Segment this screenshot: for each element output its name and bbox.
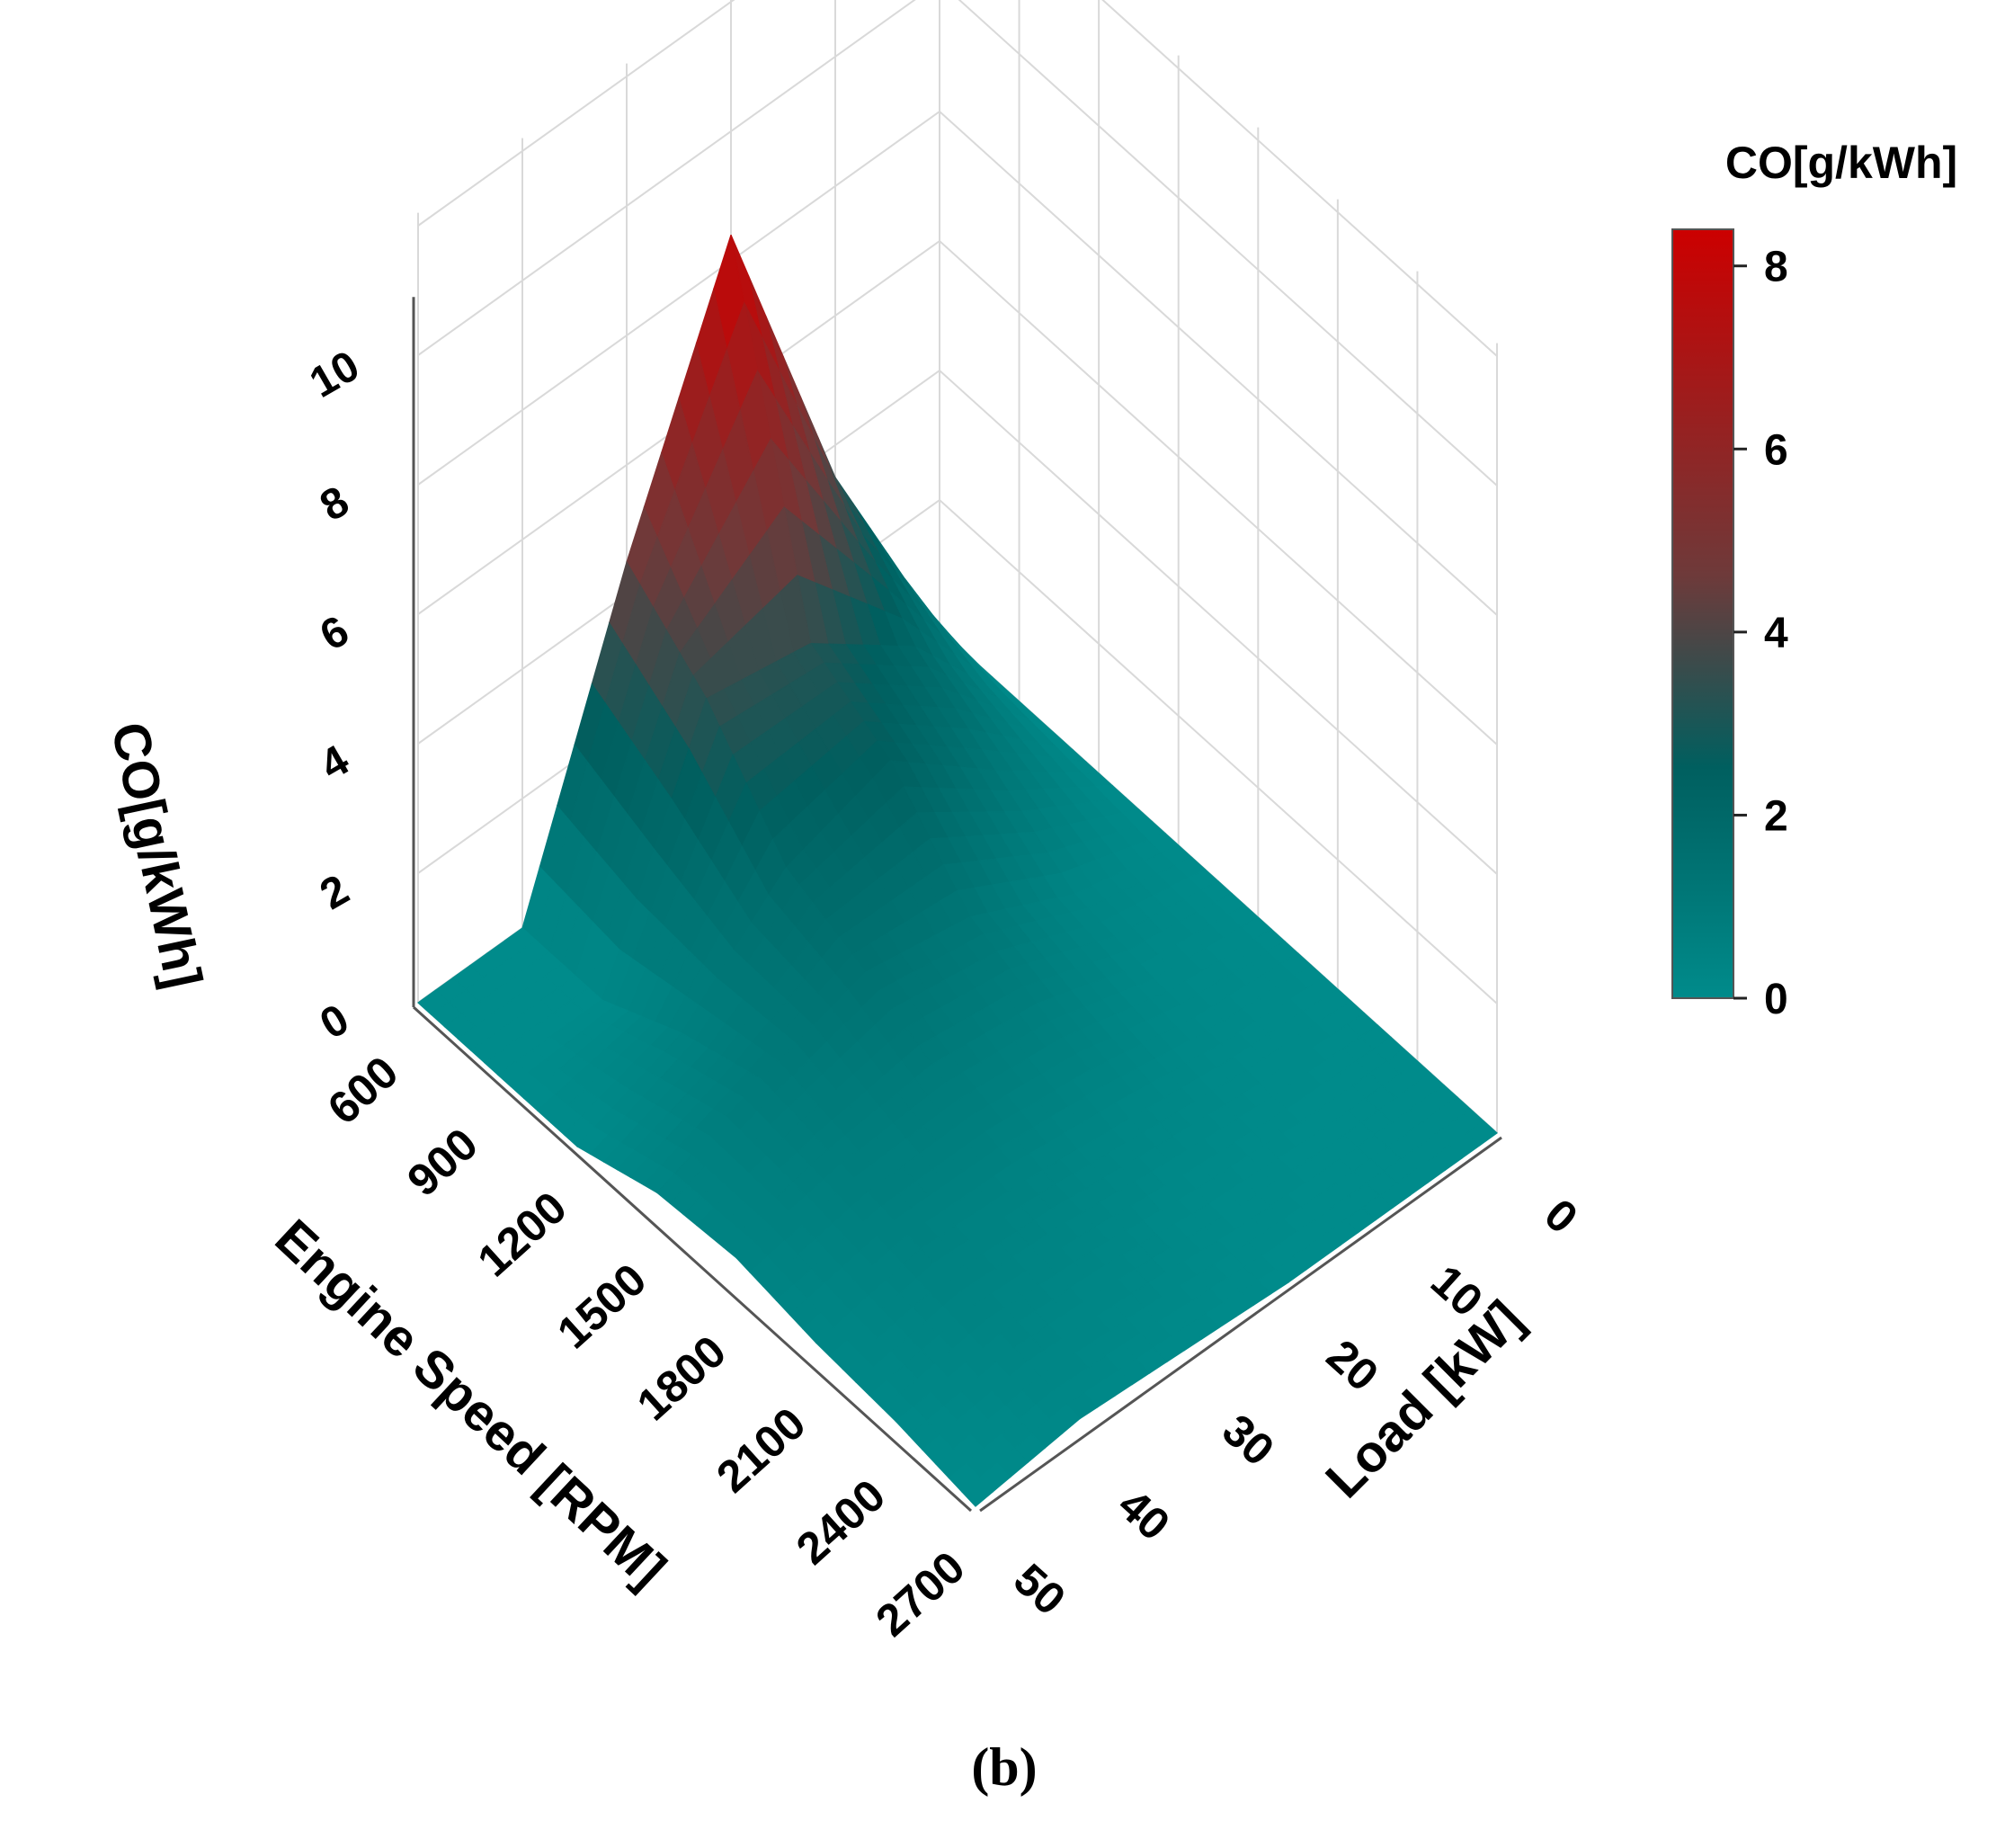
colorbar-gradient [1671,228,1734,999]
x-tick-label: 2400 [787,1469,895,1574]
x-tick-label: 1500 [548,1254,655,1358]
y-tick-label: 40 [1109,1479,1180,1550]
z-tick-label: 0 [312,995,357,1049]
z-tick-label: 10 [302,342,368,407]
z-tick-label: 8 [312,478,357,531]
wall-grid-level [417,0,1498,357]
wall-grid-level [417,239,1498,745]
x-tick-label: 2100 [707,1397,815,1502]
wall-grid-level [417,110,1498,616]
x-tick-label: 600 [318,1047,407,1134]
co-surface [417,234,1498,1507]
colorbar-ticks: 0 2 4 6 8 [1733,244,1788,1023]
z-tick-label: 2 [312,866,357,919]
y-axis-title: Load [kW] [1314,1290,1534,1509]
x-tick-label: 2700 [867,1541,975,1646]
z-tick-label: 4 [312,737,357,790]
surface-patch [961,1477,994,1507]
colorbar-tick-label: 4 [1764,610,1788,657]
x-tick-label: 900 [397,1119,486,1206]
figure-caption: (b) [971,1737,1037,1797]
z-axis-title: CO[g/kWh] [100,718,213,994]
x-tick-label: 1200 [468,1182,576,1286]
x-axis-line [412,1005,973,1513]
z-tick-label: 6 [312,607,357,660]
y-tick-label: 20 [1317,1330,1388,1401]
colorbar-tick-label: 0 [1764,976,1788,1023]
colorbar-tick-label: 8 [1764,244,1788,291]
colorbar-tick-label: 2 [1764,792,1788,840]
x-tick-label: 1800 [628,1326,735,1430]
wall-grid-level [417,0,1498,487]
y-axis-line [979,1136,1502,1513]
y-tick-label: 0 [1535,1189,1587,1243]
y-tick-label: 50 [1004,1554,1075,1625]
colorbar-title: CO[g/kWh] [1725,138,1957,188]
y-tick-label: 30 [1213,1405,1284,1476]
colorbar-tick-label: 6 [1764,426,1788,474]
colorbar: CO[g/kWh] 0 2 4 6 8 [1671,138,1957,1023]
wall-grid-level [417,369,1498,875]
